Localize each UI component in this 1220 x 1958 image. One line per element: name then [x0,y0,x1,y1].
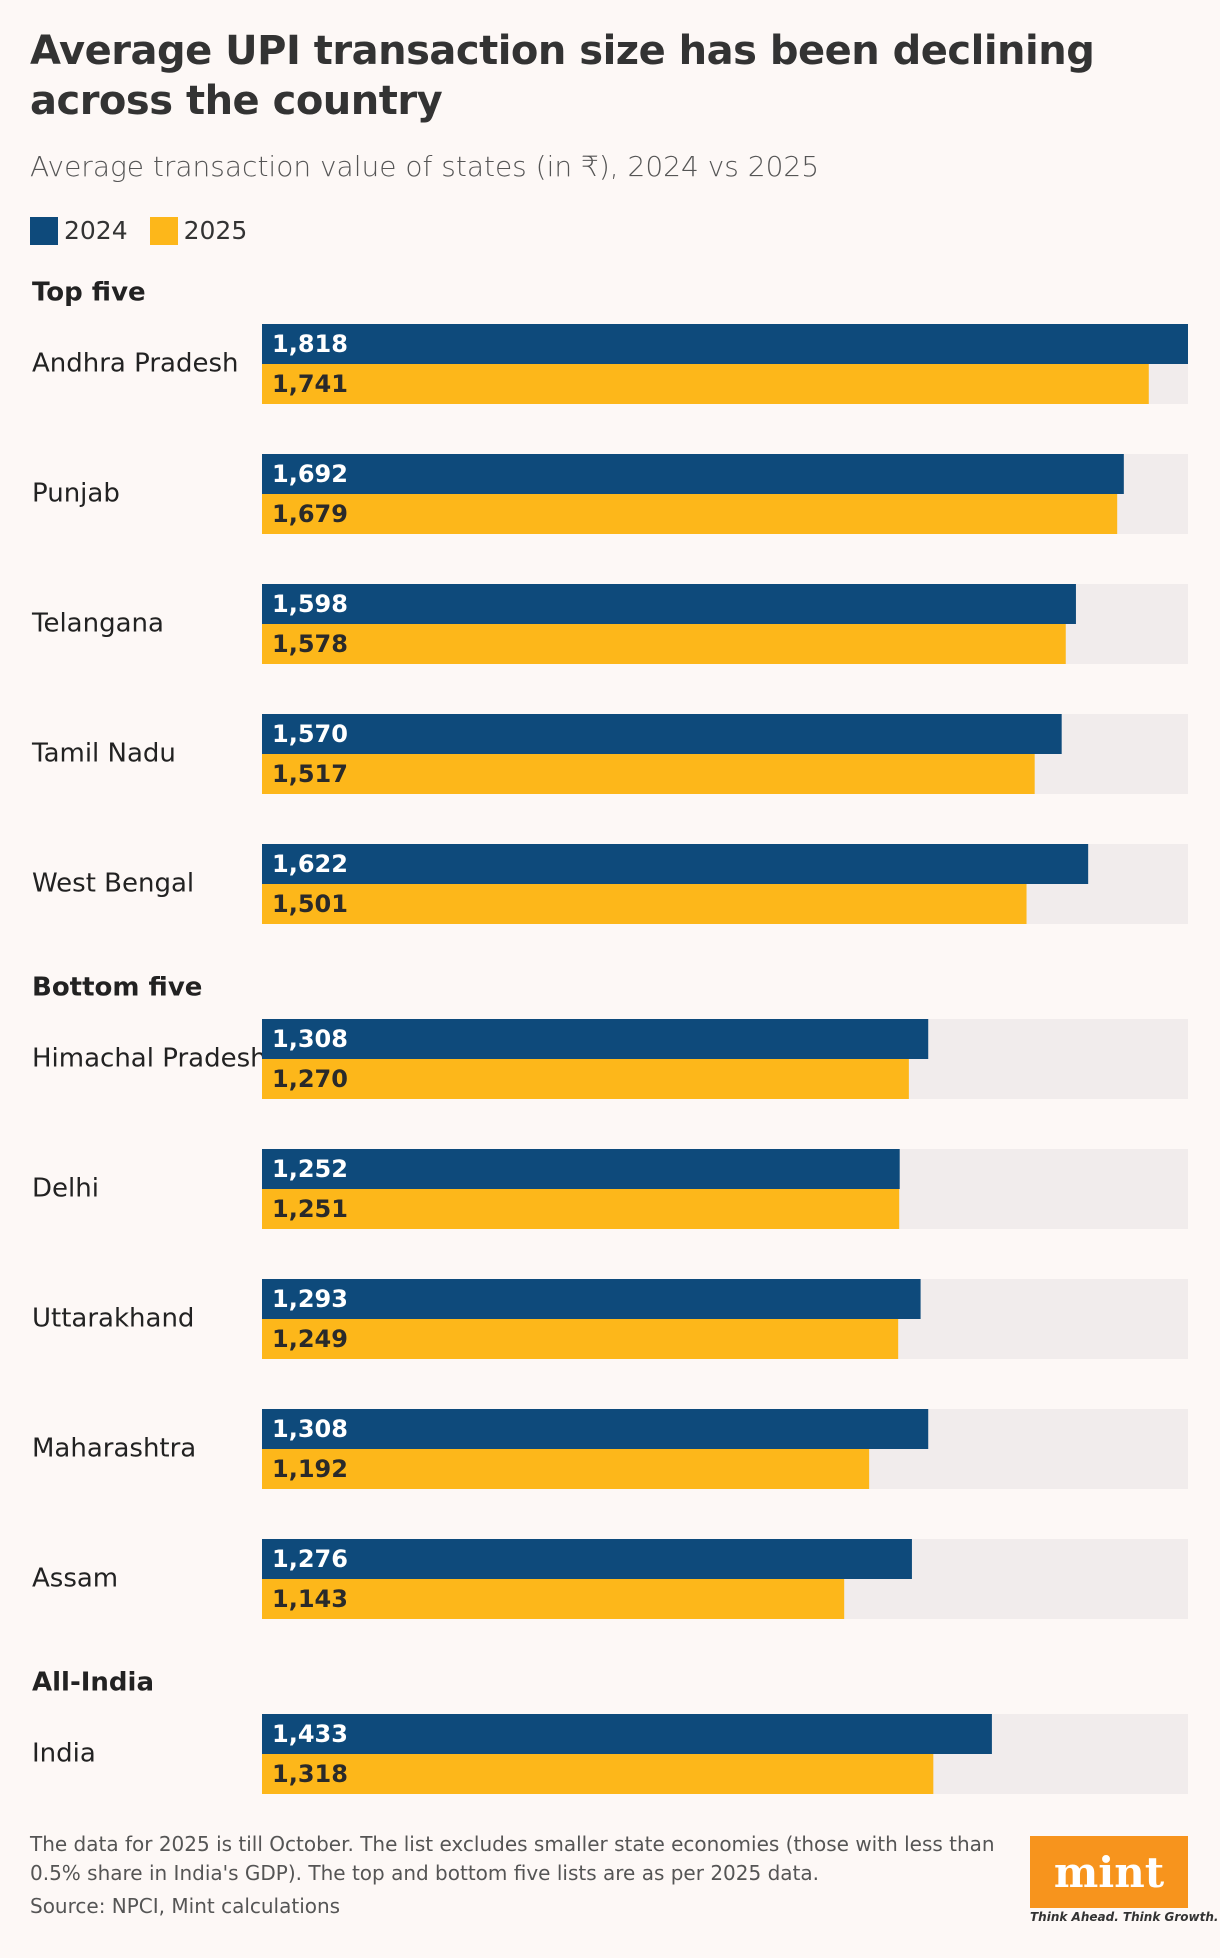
value-label: 1,293 [272,1285,348,1313]
legend-swatch [149,216,178,245]
value-label: 1,276 [272,1545,348,1573]
category-label: Maharashtra [32,1434,196,1464]
value-label: 1,308 [272,1415,348,1443]
bar [262,1754,934,1794]
bar [262,1189,900,1229]
bar [262,1714,992,1754]
bar [262,1019,929,1059]
bar [262,324,1188,364]
bar [262,844,1089,884]
value-label: 1,622 [272,850,348,878]
bar [262,1409,929,1449]
notes: The data for 2025 is till October. The l… [30,1832,995,1885]
bar [262,1279,921,1319]
category-label: Himachal Pradesh [32,1044,267,1074]
legend-swatch [30,216,58,245]
value-label: 1,501 [272,890,348,918]
bar [262,754,1035,794]
value-label: 1,578 [272,630,348,658]
category-label: Andhra Pradesh [32,349,239,379]
legend: 2024 2025 [30,216,247,245]
bar [262,624,1066,664]
section-heading: Top five [32,278,146,308]
category-label: Tamil Nadu [31,739,176,769]
section-heading: All-India [32,1668,154,1698]
bar [262,1579,845,1619]
value-label: 1,318 [272,1760,348,1788]
legend-item: 2025 [149,216,248,245]
bar [262,494,1118,534]
value-label: 1,249 [272,1325,348,1353]
category-label: West Bengal [32,869,194,899]
value-label: 1,270 [272,1065,348,1093]
category-label: Uttarakhand [32,1304,194,1334]
value-label: 1,251 [272,1195,348,1223]
chart-title: Average UPI transaction size has been de… [30,28,1095,124]
bar [262,1059,909,1099]
bar [262,714,1062,754]
category-label: Punjab [32,479,120,509]
section-heading: Bottom five [32,973,202,1003]
bar [262,454,1124,494]
value-label: 1,517 [272,760,348,788]
bar [262,1149,900,1189]
category-label: Assam [32,1564,118,1594]
category-label: India [32,1739,96,1769]
value-label: 1,692 [272,460,348,488]
value-label: 1,143 [272,1585,348,1613]
bar [262,1449,870,1489]
value-label: 1,570 [272,720,348,748]
legend-label: 2025 [183,216,248,245]
logo-tagline: Think Ahead. Think Growth. [1030,1910,1219,1924]
bar [262,364,1149,404]
category-label: Telangana [31,609,164,639]
value-label: 1,679 [272,500,348,528]
value-label: 1,433 [272,1720,348,1748]
bar [262,584,1076,624]
value-label: 1,818 [272,330,348,358]
bar [262,1539,912,1579]
bar [262,1319,899,1359]
legend-item: 2024 [30,216,128,245]
value-label: 1,308 [272,1025,348,1053]
logo: mint [1030,1836,1188,1908]
value-label: 1,741 [272,370,348,398]
value-label: 1,598 [272,590,348,618]
value-label: 1,252 [272,1155,348,1183]
source: Source: NPCI, Mint calculations [30,1894,341,1918]
legend-label: 2024 [64,216,128,245]
value-label: 1,192 [272,1455,348,1483]
category-label: Delhi [32,1174,99,1204]
chart-subtitle: Average transaction value of states (in … [30,150,820,183]
bar [262,884,1027,924]
